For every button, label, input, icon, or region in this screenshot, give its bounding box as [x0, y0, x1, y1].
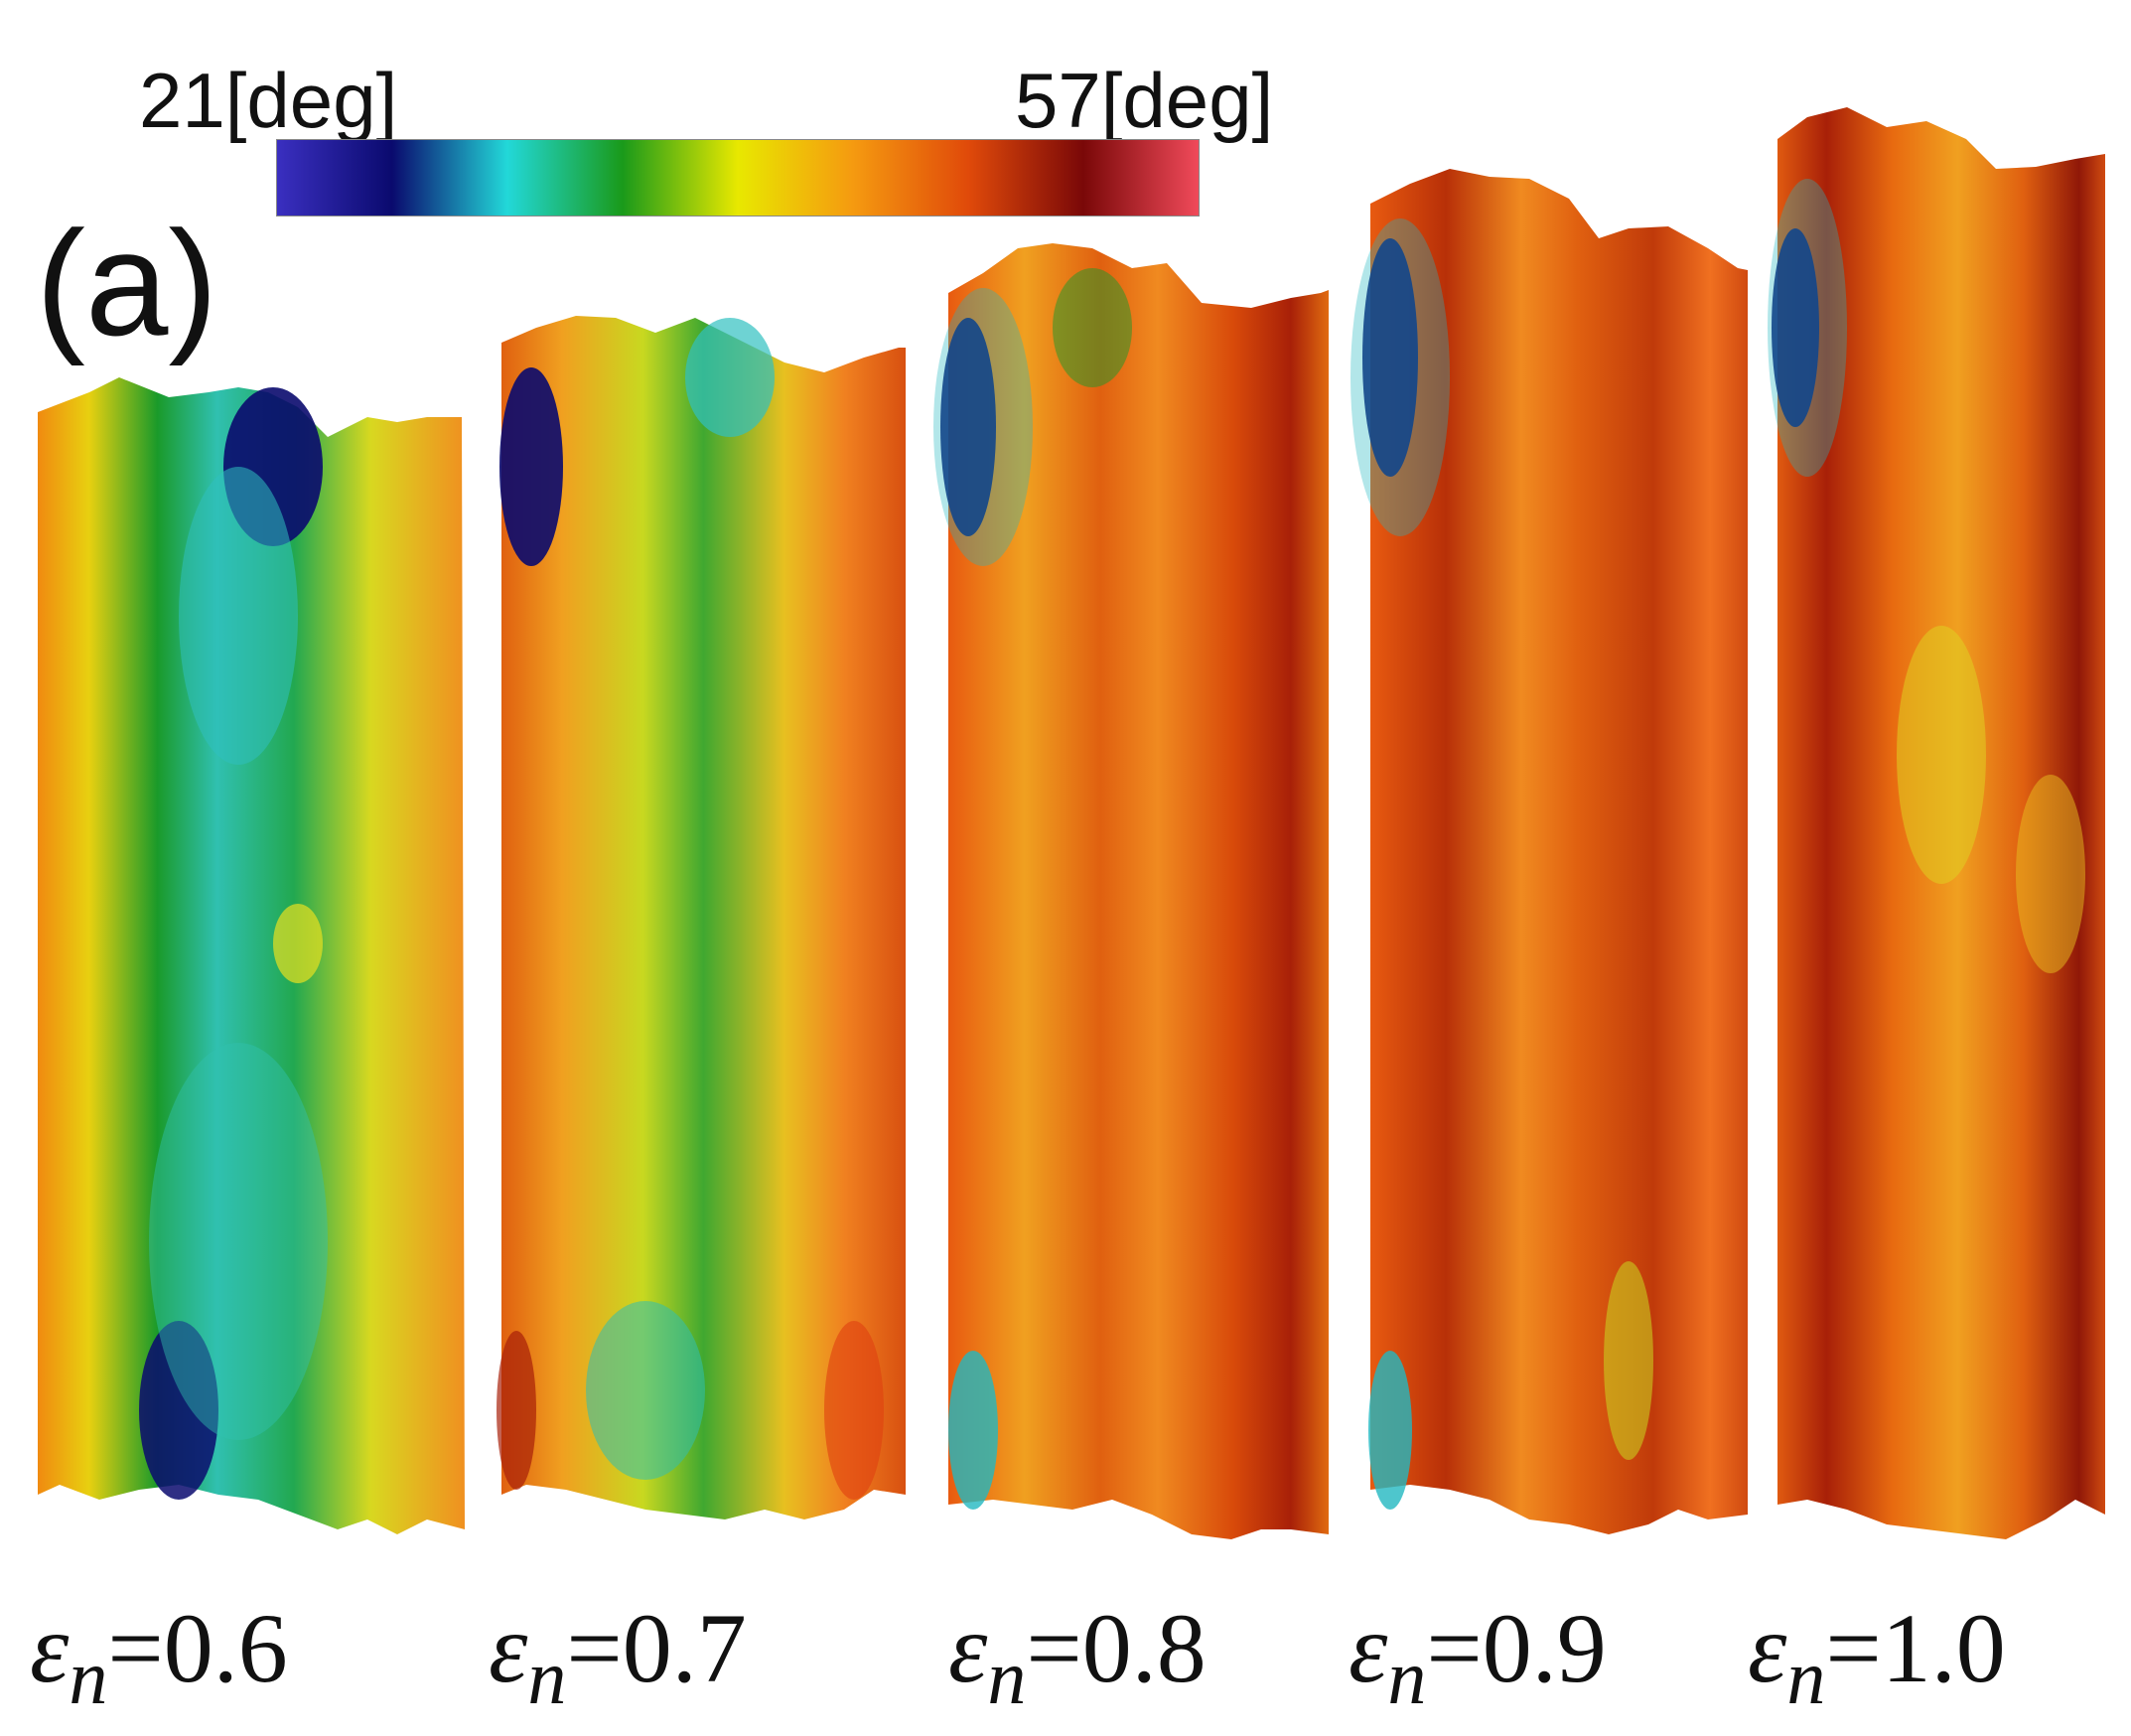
- strain-label-0.6: εn=0.6: [30, 1593, 288, 1720]
- colorbar-max-label: 57[deg]: [1015, 57, 1274, 144]
- strain-label-1.0: εn=1.0: [1748, 1593, 2006, 1720]
- strip-eps-0.9: [1350, 169, 1748, 1534]
- strip-eps-0.6: [38, 377, 465, 1534]
- strain-label-0.7: εn=0.7: [489, 1593, 747, 1720]
- strip-eps-0.7: [497, 316, 906, 1519]
- panel-label: (a): [36, 200, 218, 366]
- strip-eps-1.0: [1768, 107, 2105, 1539]
- colorbar: [276, 139, 1200, 217]
- strain-label-0.8: εn=0.8: [948, 1593, 1207, 1720]
- colorbar-min-label: 21[deg]: [139, 57, 398, 144]
- strain-label-0.9: εn=0.9: [1349, 1593, 1607, 1720]
- strip-eps-0.8: [933, 243, 1329, 1539]
